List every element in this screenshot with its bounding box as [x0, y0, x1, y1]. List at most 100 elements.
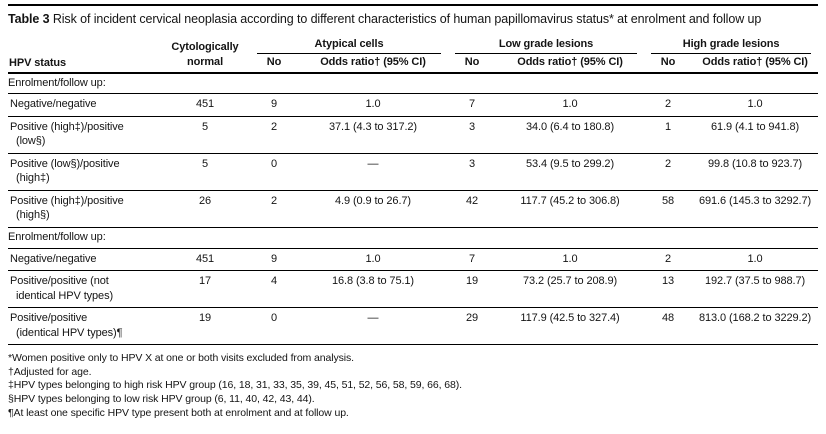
table-title: Table 3 Risk of incident cervical neopla…: [8, 11, 818, 28]
cell-lowgrade-odds-ratio: 53.4 (9.5 to 299.2): [496, 153, 645, 191]
cell-lowgrade-odds-ratio: 117.9 (42.5 to 327.4): [496, 307, 645, 346]
row-label: Positive/positive (not identical HPV typ…: [10, 275, 114, 302]
cell-lowgrade-odds-ratio: 1.0: [496, 93, 645, 117]
cell-highgrade-no: 58: [644, 190, 693, 229]
row-label: Positive (low§)/positive (high‡): [10, 157, 120, 185]
cell-highgrade-odds-ratio: 813.0 (168.2 to 3229.2): [692, 307, 819, 346]
row-label-cell: Negative/negative: [8, 93, 160, 117]
col-header-cytologically-normal: Cytologically normal: [160, 36, 250, 74]
table-row: Negative/negative 451 9 1.0 7 1.0 2 1.0: [8, 93, 819, 117]
cell-cyto-normal: 451: [160, 248, 250, 272]
cell-lowgrade-no: 3: [448, 153, 497, 191]
data-table: HPV status Cytologically normal Atypical…: [8, 36, 819, 346]
table-row: Positive (high‡)/positive (high§) 26 2 4…: [8, 190, 819, 229]
col-group-label: Atypical cells: [257, 38, 442, 54]
cell-highgrade-odds-ratio: 192.7 (37.5 to 988.7): [692, 270, 819, 309]
cell-lowgrade-no: 7: [448, 93, 497, 117]
col-header-highgrade-no: No: [644, 53, 693, 74]
cell-highgrade-no: 2: [644, 153, 693, 191]
footnote-low-risk-types: §HPV types belonging to low risk HPV gro…: [8, 393, 315, 406]
cell-highgrade-no: 13: [644, 270, 693, 309]
cell-lowgrade-no: 7: [448, 248, 497, 272]
cell-lowgrade-no: 42: [448, 190, 497, 229]
cell-cyto-normal: 19: [160, 307, 250, 346]
col-group-label: Low grade lesions: [455, 38, 638, 54]
cell-atypical-odds-ratio: 1.0: [298, 93, 449, 117]
cell-atypical-odds-ratio: 4.9 (0.9 to 26.7): [298, 190, 449, 229]
row-label-cell: Negative/negative: [8, 248, 160, 272]
cell-cyto-normal: 17: [160, 270, 250, 309]
cell-cyto-normal: 26: [160, 190, 250, 229]
cell-lowgrade-no: 29: [448, 307, 497, 346]
table-row: Positive/positive (identical HPV types)¶…: [8, 307, 819, 346]
row-label: Negative/negative: [10, 252, 97, 265]
col-header-highgrade-odds-ratio: Odds ratio† (95% CI): [692, 53, 819, 74]
col-group-atypical-cells: Atypical cells: [250, 37, 448, 54]
table-row: Negative/negative 451 9 1.0 7 1.0 2 1.0: [8, 248, 819, 272]
cell-cyto-normal: 451: [160, 93, 250, 117]
cell-atypical-no: 4: [250, 270, 298, 309]
col-header-atypical-no: No: [250, 53, 298, 74]
cell-atypical-odds-ratio: —: [298, 153, 449, 191]
top-rule: [8, 4, 818, 6]
cell-atypical-no: 0: [250, 153, 298, 191]
cell-highgrade-no: 1: [644, 116, 693, 154]
section-label: Enrolment/follow up:: [8, 72, 819, 95]
section-row: Enrolment/follow up:: [8, 227, 819, 249]
footnote-high-risk-types: ‡HPV types belonging to high risk HPV gr…: [8, 379, 462, 392]
cell-atypical-odds-ratio: 16.8 (3.8 to 75.1): [298, 270, 449, 309]
header-row-subcolumns: No Odds ratio† (95% CI) No Odds ratio† (…: [8, 53, 819, 74]
col-group-label: High grade lesions: [651, 38, 812, 54]
cell-highgrade-odds-ratio: 1.0: [692, 248, 819, 272]
table-row: Positive (low§)/positive (high‡) 5 0 — 3…: [8, 153, 819, 191]
col-header-lowgrade-no: No: [448, 53, 497, 74]
header-row-groups: HPV status Cytologically normal Atypical…: [8, 36, 818, 74]
cell-lowgrade-odds-ratio: 73.2 (25.7 to 208.9): [496, 270, 645, 309]
row-label-cell: Positive/positive (identical HPV types)¶: [8, 307, 160, 346]
section-row: Enrolment/follow up:: [8, 72, 819, 95]
table-row: Positive/positive (not identical HPV typ…: [8, 270, 819, 309]
cell-lowgrade-odds-ratio: 1.0: [496, 248, 645, 272]
cell-highgrade-odds-ratio: 99.8 (10.8 to 923.7): [692, 153, 819, 191]
row-label: Positive (high‡)/positive (low§): [10, 120, 124, 148]
cell-highgrade-no: 2: [644, 248, 693, 272]
table-header: HPV status Cytologically normal Atypical…: [8, 36, 819, 74]
cell-lowgrade-no: 3: [448, 116, 497, 154]
cell-highgrade-odds-ratio: 1.0: [692, 93, 819, 117]
cell-atypical-odds-ratio: —: [298, 307, 449, 346]
row-label: Negative/negative: [10, 98, 97, 111]
cell-atypical-odds-ratio: 37.1 (4.3 to 317.2): [298, 116, 449, 154]
col-group-low-grade-lesions: Low grade lesions: [448, 37, 644, 54]
cell-lowgrade-no: 19: [448, 270, 497, 309]
col-header-lowgrade-odds-ratio: Odds ratio† (95% CI): [496, 53, 645, 74]
section-label: Enrolment/follow up:: [8, 227, 819, 249]
table-row: Positive (high‡)/positive (low§) 5 2 37.…: [8, 116, 819, 154]
cell-highgrade-no: 48: [644, 307, 693, 346]
col-header-atypical-odds-ratio: Odds ratio† (95% CI): [298, 53, 449, 74]
cell-lowgrade-odds-ratio: 117.7 (45.2 to 306.8): [496, 190, 645, 229]
footnote-identical-type: ¶At least one specific HPV type present …: [8, 406, 349, 419]
footnote-excluded: *Women positive only to HPV X at one or …: [8, 352, 354, 365]
cell-highgrade-odds-ratio: 61.9 (4.1 to 941.8): [692, 116, 819, 154]
cell-atypical-no: 0: [250, 307, 298, 346]
table-number: Table 3: [8, 12, 50, 26]
cell-lowgrade-odds-ratio: 34.0 (6.4 to 180.8): [496, 116, 645, 154]
cell-cyto-normal: 5: [160, 153, 250, 191]
cell-atypical-no: 9: [250, 248, 298, 272]
table-caption: Risk of incident cervical neoplasia acco…: [52, 12, 762, 26]
cell-atypical-no: 2: [250, 116, 298, 154]
row-label-cell: Positive (high‡)/positive (high§): [8, 190, 160, 229]
cell-atypical-no: 9: [250, 93, 298, 117]
table-body: Enrolment/follow up: Negative/negative 4…: [8, 72, 819, 346]
cell-atypical-odds-ratio: 1.0: [298, 248, 449, 272]
cell-cyto-normal: 5: [160, 116, 250, 154]
cell-atypical-no: 2: [250, 190, 298, 229]
row-label-cell: Positive (high‡)/positive (low§): [8, 116, 160, 154]
col-header-hpv-status: HPV status: [8, 36, 160, 74]
row-label-cell: Positive (low§)/positive (high‡): [8, 153, 160, 191]
row-label: Positive (high‡)/positive (high§): [10, 194, 124, 222]
cell-highgrade-no: 2: [644, 93, 693, 117]
footnotes: *Women positive only to HPV X at one or …: [8, 352, 818, 420]
col-group-high-grade-lesions: High grade lesions: [644, 37, 818, 54]
